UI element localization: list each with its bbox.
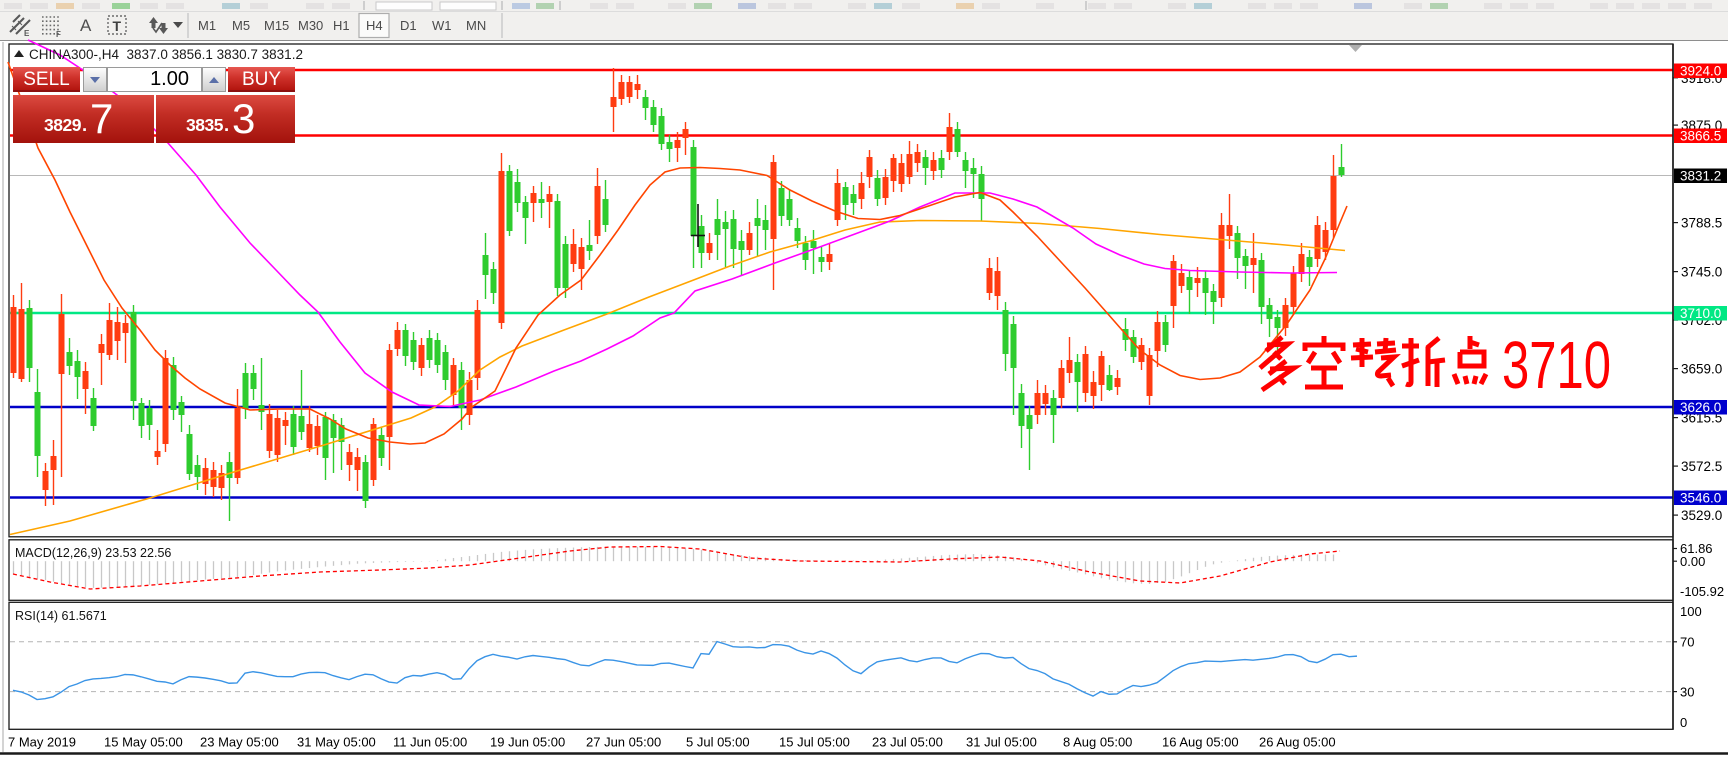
svg-text:H1: H1	[333, 18, 350, 33]
svg-text:15 Jul 05:00: 15 Jul 05:00	[779, 735, 850, 750]
svg-text:M1: M1	[198, 18, 216, 33]
svg-text:8 Aug 05:00: 8 Aug 05:00	[1063, 735, 1132, 750]
svg-text:31 Jul 05:00: 31 Jul 05:00	[966, 735, 1037, 750]
svg-text:T: T	[113, 18, 122, 34]
svg-text:61.86: 61.86	[1680, 541, 1713, 556]
svg-text:3626.0: 3626.0	[1680, 400, 1721, 415]
svg-text:11 Jun 05:00: 11 Jun 05:00	[393, 735, 467, 750]
svg-text:F: F	[56, 30, 61, 39]
svg-text:M30: M30	[298, 18, 323, 33]
svg-text:3866.5: 3866.5	[1680, 129, 1721, 144]
svg-text:M15: M15	[264, 18, 289, 33]
svg-text:3529.0: 3529.0	[1681, 508, 1722, 523]
svg-text:3659.0: 3659.0	[1681, 362, 1722, 377]
svg-text:W1: W1	[432, 18, 452, 33]
svg-text:RSI(14) 61.5671: RSI(14) 61.5671	[15, 609, 107, 623]
svg-text:26 Aug 05:00: 26 Aug 05:00	[1259, 735, 1336, 750]
svg-text:0.00: 0.00	[1680, 554, 1705, 569]
svg-text:H4: H4	[366, 18, 383, 33]
svg-text:5 Jul 05:00: 5 Jul 05:00	[686, 735, 750, 750]
svg-text:3710: 3710	[1502, 328, 1611, 403]
svg-text:A: A	[80, 16, 92, 35]
svg-text:23 Jul 05:00: 23 Jul 05:00	[872, 735, 943, 750]
svg-text:3924.0: 3924.0	[1680, 64, 1721, 79]
svg-text:E: E	[24, 29, 30, 38]
svg-text:MACD(12,26,9) 23.53 22.56: MACD(12,26,9) 23.53 22.56	[15, 546, 171, 560]
svg-text:0: 0	[1680, 715, 1687, 730]
svg-text:27 Jun 05:00: 27 Jun 05:00	[586, 735, 661, 750]
svg-text:3572.5: 3572.5	[1681, 459, 1722, 474]
svg-text:3546.0: 3546.0	[1680, 491, 1721, 506]
svg-text:23 May 05:00: 23 May 05:00	[200, 735, 279, 750]
svg-text:7 May 2019: 7 May 2019	[8, 735, 76, 750]
svg-text:100: 100	[1680, 604, 1702, 619]
svg-text:16 Aug 05:00: 16 Aug 05:00	[1162, 735, 1239, 750]
svg-text:15 May 05:00: 15 May 05:00	[104, 735, 183, 750]
svg-text:3831.2: 3831.2	[1680, 169, 1721, 184]
svg-text:30: 30	[1680, 685, 1694, 700]
svg-text:70: 70	[1680, 635, 1694, 650]
svg-text:3710.0: 3710.0	[1680, 306, 1721, 321]
svg-text:19 Jun 05:00: 19 Jun 05:00	[490, 735, 565, 750]
svg-text:-105.92: -105.92	[1680, 584, 1724, 599]
svg-text:M5: M5	[232, 18, 250, 33]
svg-text:3745.0: 3745.0	[1681, 265, 1722, 280]
svg-text:3788.5: 3788.5	[1681, 216, 1722, 231]
svg-text:31 May 05:00: 31 May 05:00	[297, 735, 376, 750]
svg-text:D1: D1	[400, 18, 417, 33]
svg-text:MN: MN	[466, 18, 486, 33]
